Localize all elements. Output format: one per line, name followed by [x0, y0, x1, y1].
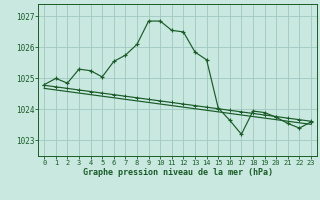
X-axis label: Graphe pression niveau de la mer (hPa): Graphe pression niveau de la mer (hPa) — [83, 168, 273, 177]
